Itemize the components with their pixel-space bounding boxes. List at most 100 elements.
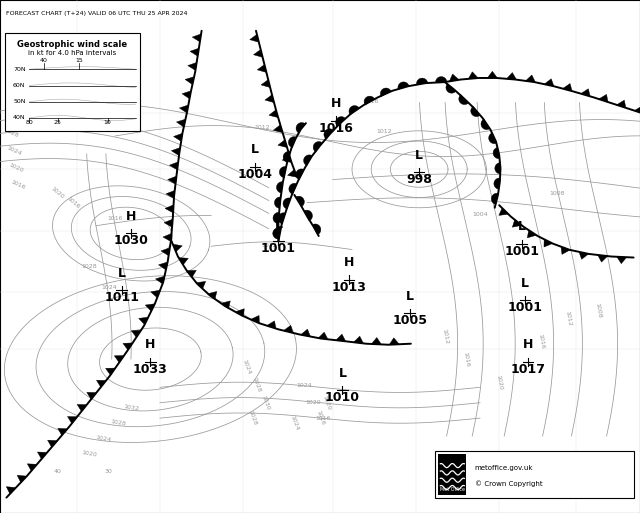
Polygon shape [289,136,296,148]
Text: 1012: 1012 [261,243,276,248]
Polygon shape [145,304,155,311]
Polygon shape [544,79,554,86]
Polygon shape [336,334,346,341]
Polygon shape [37,452,47,459]
Text: 1020: 1020 [321,394,332,411]
Text: 1008: 1008 [595,302,602,319]
Text: 1024: 1024 [296,383,312,388]
Polygon shape [170,162,178,170]
Polygon shape [179,105,188,113]
Polygon shape [123,343,132,350]
Polygon shape [67,417,77,423]
Text: 1024: 1024 [95,435,112,442]
Polygon shape [236,309,244,317]
Text: 1001: 1001 [504,245,539,258]
Polygon shape [599,94,608,102]
Polygon shape [563,84,572,91]
Polygon shape [97,380,106,387]
Polygon shape [182,91,191,98]
Polygon shape [164,219,173,227]
Polygon shape [275,228,281,239]
Text: 40: 40 [54,469,61,475]
Polygon shape [273,212,279,224]
Polygon shape [525,75,536,82]
Polygon shape [324,129,333,139]
Text: L: L [518,221,525,233]
Text: 1013: 1013 [332,281,366,293]
Polygon shape [471,106,479,116]
Bar [5,33,140,131]
Polygon shape [446,84,456,93]
Text: 70N: 70N [13,67,26,72]
Text: 1016: 1016 [315,410,325,426]
Text: 1016: 1016 [66,196,81,209]
Polygon shape [131,330,141,338]
Text: 1016: 1016 [316,416,331,421]
Polygon shape [251,315,259,323]
Polygon shape [173,133,182,141]
Bar [438,454,467,495]
Text: 1028: 1028 [251,377,261,393]
Text: H: H [523,339,533,351]
Polygon shape [273,228,278,239]
Polygon shape [161,248,170,255]
Text: metoffice.gov.uk: metoffice.gov.uk [475,465,533,471]
Text: 1028: 1028 [248,410,258,426]
Polygon shape [185,76,194,85]
Polygon shape [278,213,285,224]
Text: 80: 80 [26,120,33,125]
Polygon shape [303,155,312,166]
Text: © Crown Copyright: © Crown Copyright [475,480,542,487]
Text: 30: 30 [105,469,113,475]
Text: 1024: 1024 [101,285,116,290]
Polygon shape [187,270,196,278]
Polygon shape [282,155,291,163]
Text: 1001: 1001 [261,242,296,255]
Text: H: H [145,339,156,351]
Text: Geostrophic wind scale: Geostrophic wind scale [17,40,127,49]
Polygon shape [278,140,287,148]
Text: 10: 10 [104,120,111,125]
Polygon shape [188,63,196,70]
Polygon shape [257,65,266,72]
Polygon shape [179,258,188,265]
Polygon shape [489,133,496,144]
Text: L: L [339,367,346,380]
Polygon shape [417,78,428,85]
Bar [435,451,634,498]
Polygon shape [616,100,626,108]
Polygon shape [159,262,168,270]
Polygon shape [495,163,500,174]
Polygon shape [284,325,293,333]
Polygon shape [634,106,640,113]
Polygon shape [318,332,328,339]
Polygon shape [513,220,522,227]
Text: 15: 15 [75,57,83,63]
Polygon shape [468,72,478,79]
Polygon shape [273,125,283,132]
Text: 1016: 1016 [10,179,26,190]
Text: 1030: 1030 [114,234,148,247]
Text: 1012: 1012 [376,129,392,134]
Text: 1020: 1020 [495,374,503,390]
Polygon shape [581,89,590,96]
Text: 1016: 1016 [319,122,353,134]
Polygon shape [527,230,536,238]
Polygon shape [296,169,303,180]
Polygon shape [296,123,305,133]
Polygon shape [449,74,459,82]
Text: 1028: 1028 [3,128,20,139]
Polygon shape [349,106,359,115]
Polygon shape [17,475,27,483]
Polygon shape [58,428,67,436]
Polygon shape [47,440,57,447]
Polygon shape [579,252,589,259]
Text: 1004: 1004 [472,212,488,218]
Polygon shape [190,48,199,56]
Polygon shape [353,336,364,343]
Text: 1005: 1005 [392,314,427,327]
Text: 1020: 1020 [8,162,24,173]
Text: L: L [406,290,413,303]
Polygon shape [87,392,97,399]
Polygon shape [115,356,124,363]
